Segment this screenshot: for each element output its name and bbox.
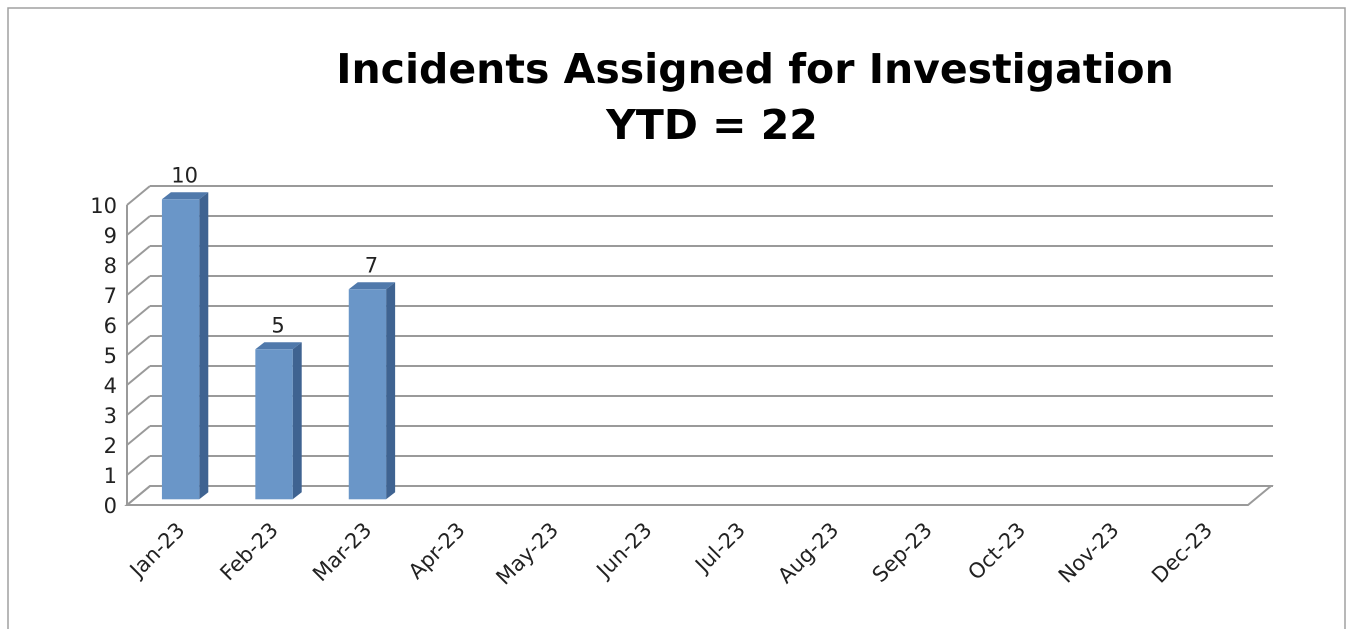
- bar-top: [161, 192, 209, 200]
- bar-side: [386, 282, 396, 500]
- y-tick-label: 2: [104, 434, 117, 458]
- chart-subtitle: YTD = 22: [605, 101, 818, 149]
- bar: [255, 349, 293, 500]
- x-tick-label: Dec-23: [1147, 518, 1217, 588]
- x-tick-label: Jun-23: [591, 518, 657, 584]
- x-tick-label: Nov-23: [1054, 518, 1124, 588]
- grid-line-side: [126, 275, 151, 296]
- x-tick-label: Aug-23: [773, 518, 843, 588]
- x-tick-label: Jul-23: [689, 518, 750, 579]
- data-label: 5: [271, 313, 284, 337]
- y-tick-label: 7: [104, 284, 117, 308]
- x-tick-label: Mar-23: [308, 518, 376, 586]
- y-tick-label: 0: [104, 494, 117, 518]
- y-tick-label: 1: [104, 464, 117, 488]
- x-tick-label: May-23: [491, 518, 563, 590]
- grid-line-side: [126, 215, 151, 236]
- grid-line-side: [126, 455, 151, 476]
- bar-top: [348, 282, 396, 290]
- y-tick-label: 4: [104, 374, 117, 398]
- grid-line-side: [126, 305, 151, 326]
- grid-line-side: [126, 245, 151, 266]
- x-tick-label: Sep-23: [868, 518, 937, 587]
- data-label: 10: [171, 163, 198, 187]
- bar-side: [292, 342, 302, 500]
- x-tick-label: Apr-23: [404, 518, 470, 584]
- bar-side: [199, 192, 209, 500]
- grid-line-side: [126, 395, 151, 416]
- data-label: 7: [365, 253, 378, 277]
- y-tick-label: 5: [104, 344, 117, 368]
- grid-line-side: [126, 425, 151, 446]
- bar: [161, 199, 200, 500]
- bar-top: [255, 342, 302, 350]
- y-tick-label: 9: [104, 224, 117, 248]
- x-tick-label: Feb-23: [215, 518, 283, 586]
- y-tick-label: 3: [104, 404, 117, 428]
- grid-line-side: [126, 335, 151, 356]
- bar: [348, 289, 387, 500]
- chart-title: Incidents Assigned for Investigation: [336, 45, 1174, 93]
- y-tick-label: 10: [90, 194, 117, 218]
- grid-line-side: [126, 185, 151, 206]
- y-tick-label: 6: [104, 314, 117, 338]
- grid-line-side: [126, 365, 151, 386]
- x-tick-label: Jan-23: [124, 518, 190, 584]
- x-tick-label: Oct-23: [963, 518, 1030, 585]
- y-tick-label: 8: [104, 254, 117, 278]
- grid-line-side: [126, 485, 151, 506]
- chart-border: [7, 7, 1346, 629]
